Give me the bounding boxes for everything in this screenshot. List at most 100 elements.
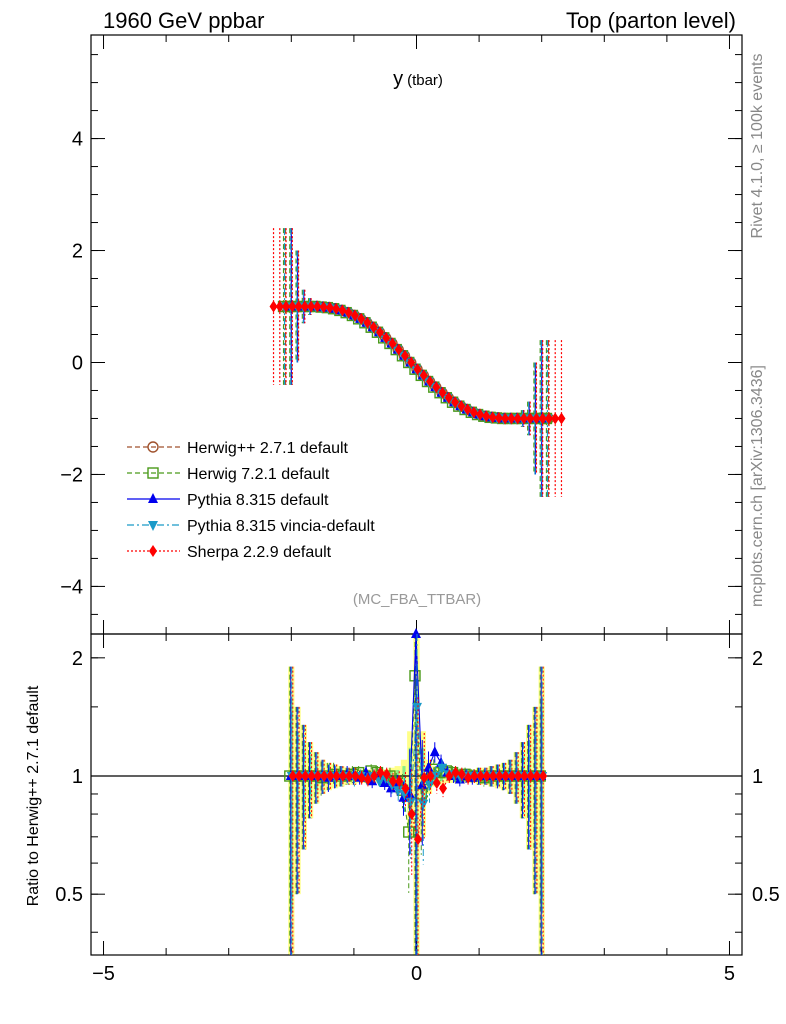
ratio-point <box>424 780 435 791</box>
ratio-point <box>295 770 304 783</box>
data-point <box>363 316 372 329</box>
series-line <box>291 305 542 420</box>
header-left-label: 1960 GeV ppbar <box>103 8 264 33</box>
ratio-point <box>351 770 360 783</box>
ratio-y-tick-label: 1 <box>72 766 83 788</box>
ratio-series-herwig-7-2-1-default <box>284 634 546 955</box>
main-y-tick-label: −2 <box>60 464 83 486</box>
main-title: y (tbar) <box>393 68 443 90</box>
data-point <box>551 412 560 425</box>
ratio-point <box>470 770 479 783</box>
data-point <box>457 400 466 413</box>
data-point <box>544 412 553 425</box>
ratio-point <box>495 770 504 783</box>
ratio-point <box>489 770 498 783</box>
ratio-point <box>332 770 341 783</box>
ratio-series-pythia-8-315-vincia-default <box>286 634 548 955</box>
data-point <box>526 412 535 425</box>
legend-marker <box>147 467 159 479</box>
ratio-point <box>395 775 404 788</box>
ratio-point <box>532 770 541 783</box>
ratio-point <box>411 628 421 638</box>
ratio-point <box>429 746 440 757</box>
ratio-point <box>382 768 391 781</box>
data-point <box>307 300 316 313</box>
ratio-point <box>313 770 322 783</box>
ratio-point <box>501 770 510 783</box>
data-point <box>382 331 391 344</box>
data-point <box>288 300 297 313</box>
data-point <box>426 375 435 388</box>
ratio-point <box>412 702 422 713</box>
data-point <box>369 321 378 334</box>
series-line <box>273 305 562 420</box>
series-sherpa-2-2-9-default <box>269 228 566 497</box>
ratio-point <box>374 777 385 788</box>
main-y-tick-label: 2 <box>72 241 83 263</box>
ratio-point <box>445 770 454 783</box>
data-point <box>375 326 384 339</box>
data-point <box>532 412 541 425</box>
data-point <box>269 300 278 313</box>
ratio-point <box>403 826 415 838</box>
ratio-point <box>407 808 416 821</box>
ratio-point <box>379 776 390 787</box>
data-point <box>394 343 403 356</box>
legend-label: Herwig++ 2.7.1 default <box>187 440 349 457</box>
data-point <box>300 300 309 313</box>
ratio-point <box>376 766 385 779</box>
ratio-point <box>432 776 441 789</box>
ratio-point <box>301 770 310 783</box>
main-y-tick-label: 0 <box>72 352 83 374</box>
data-point <box>275 300 284 313</box>
x-tick-label: −5 <box>92 963 115 985</box>
data-point <box>463 403 472 416</box>
ratio-point <box>464 771 473 784</box>
ratio-point <box>320 770 329 783</box>
ratio-point <box>526 770 535 783</box>
data-point <box>476 408 485 421</box>
ratio-point <box>414 833 422 846</box>
main-y-tick-label: 4 <box>72 129 83 151</box>
rivet-version-label: Rivet 4.1.0, ≥ 100k events <box>749 54 766 239</box>
ratio-point <box>401 782 410 795</box>
data-point <box>444 391 453 404</box>
ratio-point <box>345 770 354 783</box>
data-point <box>325 301 334 314</box>
data-point <box>494 411 503 424</box>
ratio-point <box>288 770 297 783</box>
header-right-label: Top (parton level) <box>566 8 736 33</box>
data-point <box>432 381 441 394</box>
data-point <box>282 300 291 313</box>
ratio-point <box>338 770 347 783</box>
main-panel: 4 2 0 −2 −4 Herwig++ 2.7.1 default Herwig 7.2.… <box>60 34 743 635</box>
legend: Herwig++ 2.7.1 default Herwig 7.2.1 defau… <box>127 440 375 561</box>
ratio-point <box>370 770 379 783</box>
data-point <box>319 301 328 314</box>
ratio-point <box>507 770 516 783</box>
main-title-variable: y <box>393 68 403 90</box>
ratio-point <box>437 763 448 774</box>
ratio-point <box>539 770 548 783</box>
ratio-point <box>426 770 435 783</box>
data-point <box>413 363 422 376</box>
ratio-point <box>476 770 485 783</box>
ratio-point <box>482 770 491 783</box>
legend-marker <box>148 521 158 531</box>
ratio-point <box>326 770 335 783</box>
data-point <box>482 410 491 423</box>
ratio-point <box>439 782 448 795</box>
data-point <box>407 356 416 369</box>
ratio-y-tick-label-right: 2 <box>752 648 763 670</box>
main-title-subscript: (tbar) <box>407 72 443 89</box>
ratio-panel: 2 2 1 1 0.5 0.5 −5 0 5 <box>55 628 780 985</box>
ratio-point <box>451 766 460 779</box>
ratio-series-sherpa-2-2-9-default <box>288 666 548 955</box>
data-point <box>538 412 547 425</box>
data-point <box>338 304 347 317</box>
ratio-point <box>388 775 397 788</box>
data-point <box>344 306 353 319</box>
data-point <box>513 412 522 425</box>
data-point <box>557 412 566 425</box>
x-tick-label: 5 <box>724 963 735 985</box>
